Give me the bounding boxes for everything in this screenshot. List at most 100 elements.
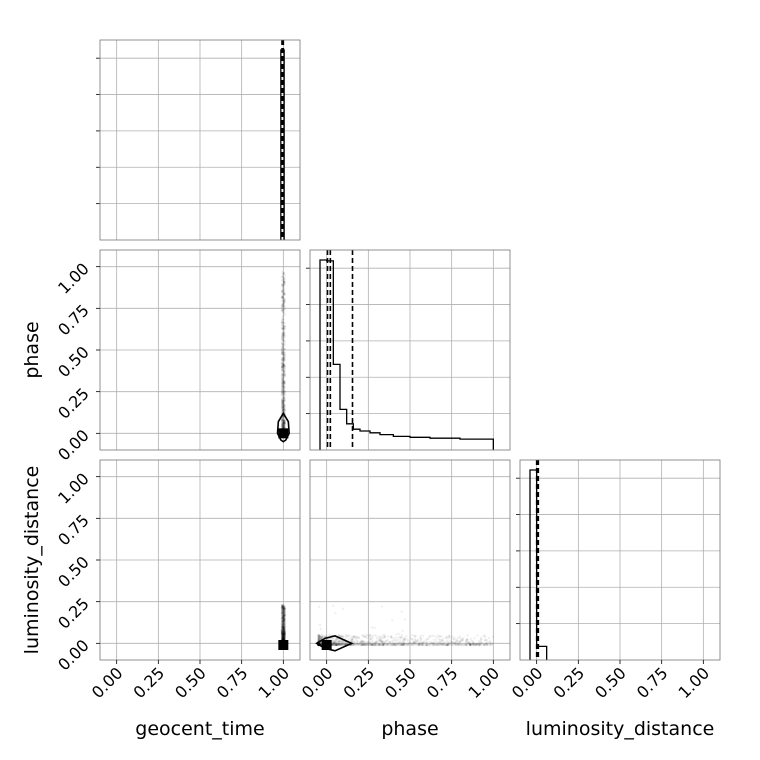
sample-point bbox=[282, 336, 286, 339]
sample-point bbox=[281, 357, 284, 360]
sample-point bbox=[332, 636, 335, 640]
sample-point bbox=[283, 321, 286, 325]
sample-point bbox=[354, 638, 357, 641]
sample-point bbox=[282, 279, 285, 283]
sample-point bbox=[474, 643, 477, 647]
sample-point bbox=[282, 327, 285, 330]
sample-point bbox=[283, 607, 286, 611]
sample-point bbox=[336, 642, 339, 645]
sample-point bbox=[400, 643, 404, 646]
sample-point bbox=[281, 419, 284, 422]
sample-point bbox=[318, 634, 322, 638]
sample-point bbox=[281, 398, 284, 402]
sample-point bbox=[282, 373, 285, 377]
sample-point bbox=[329, 633, 332, 637]
sample-point bbox=[282, 632, 286, 635]
sample-point bbox=[283, 611, 286, 614]
sample-point bbox=[282, 278, 286, 281]
sample-point bbox=[282, 311, 286, 314]
sample-point bbox=[353, 643, 356, 646]
sample-point bbox=[282, 280, 285, 283]
sample-point bbox=[281, 362, 284, 365]
sample-point bbox=[281, 631, 284, 634]
sample-point bbox=[280, 623, 284, 627]
sample-point bbox=[282, 343, 285, 346]
sample-point bbox=[280, 623, 284, 627]
sample-point bbox=[281, 356, 284, 359]
sample-point bbox=[281, 423, 285, 426]
sample-point bbox=[283, 405, 286, 408]
sample-point bbox=[282, 422, 285, 426]
sample-point bbox=[281, 620, 284, 624]
sample-point bbox=[280, 604, 284, 607]
sample-point bbox=[453, 636, 456, 639]
sample-point bbox=[281, 347, 284, 351]
sample-point bbox=[281, 627, 285, 630]
sample-point bbox=[280, 393, 284, 397]
sample-point bbox=[334, 643, 338, 647]
sample-point bbox=[403, 638, 406, 641]
sample-point bbox=[334, 641, 337, 644]
sample-point bbox=[281, 637, 284, 641]
sample-point bbox=[283, 624, 286, 628]
sample-point bbox=[333, 643, 337, 647]
sample-point bbox=[446, 636, 450, 640]
sample-point bbox=[355, 643, 358, 646]
sample-point bbox=[282, 381, 286, 384]
sample-point bbox=[435, 643, 438, 646]
sample-point bbox=[370, 635, 373, 639]
sample-point bbox=[283, 631, 286, 634]
sample-point bbox=[282, 390, 285, 393]
sample-point bbox=[414, 639, 417, 642]
sample-point bbox=[283, 631, 287, 635]
sample-point bbox=[283, 381, 286, 384]
sample-point bbox=[281, 630, 284, 633]
sample-point bbox=[389, 643, 392, 647]
sample-point bbox=[318, 636, 321, 639]
sample-point bbox=[281, 377, 284, 380]
sample-point bbox=[281, 383, 285, 387]
panel-phase-vs-geocent_time bbox=[96, 249, 301, 451]
sample-point bbox=[417, 643, 421, 647]
sample-point bbox=[280, 309, 284, 313]
sample-point bbox=[332, 643, 336, 647]
sample-point bbox=[353, 641, 356, 645]
sample-point bbox=[411, 643, 414, 647]
sample-point bbox=[280, 635, 284, 639]
sample-point bbox=[281, 626, 284, 629]
sample-point bbox=[281, 422, 284, 426]
sample-point bbox=[282, 632, 285, 636]
sample-point bbox=[444, 636, 448, 639]
sample-point bbox=[281, 406, 284, 410]
sample-point bbox=[281, 373, 285, 376]
sample-point bbox=[357, 642, 360, 646]
sample-point bbox=[282, 636, 285, 640]
sample-point bbox=[283, 614, 287, 617]
sample-point bbox=[283, 603, 286, 607]
sample-point bbox=[346, 635, 349, 638]
sample-point bbox=[281, 632, 284, 636]
sample-point bbox=[281, 609, 284, 612]
sample-point bbox=[282, 396, 286, 400]
sample-point bbox=[280, 634, 284, 638]
sample-point bbox=[281, 637, 284, 640]
sample-point bbox=[368, 642, 372, 646]
sample-point bbox=[282, 631, 285, 634]
sample-point bbox=[283, 340, 286, 343]
sample-point bbox=[281, 423, 284, 427]
sample-point bbox=[468, 642, 472, 646]
sample-point bbox=[282, 358, 286, 361]
sample-point bbox=[281, 298, 284, 302]
sample-point bbox=[420, 643, 424, 647]
sample-point bbox=[483, 643, 487, 647]
y-axis-label-phase: phase bbox=[21, 321, 43, 378]
sample-point bbox=[283, 630, 286, 633]
sample-point bbox=[282, 271, 286, 275]
sample-point bbox=[281, 336, 285, 339]
sample-point bbox=[442, 643, 445, 646]
sample-point bbox=[406, 643, 410, 646]
sample-point bbox=[473, 642, 476, 646]
sample-point bbox=[283, 635, 287, 639]
sample-point bbox=[281, 404, 284, 407]
sample-point bbox=[281, 389, 284, 392]
